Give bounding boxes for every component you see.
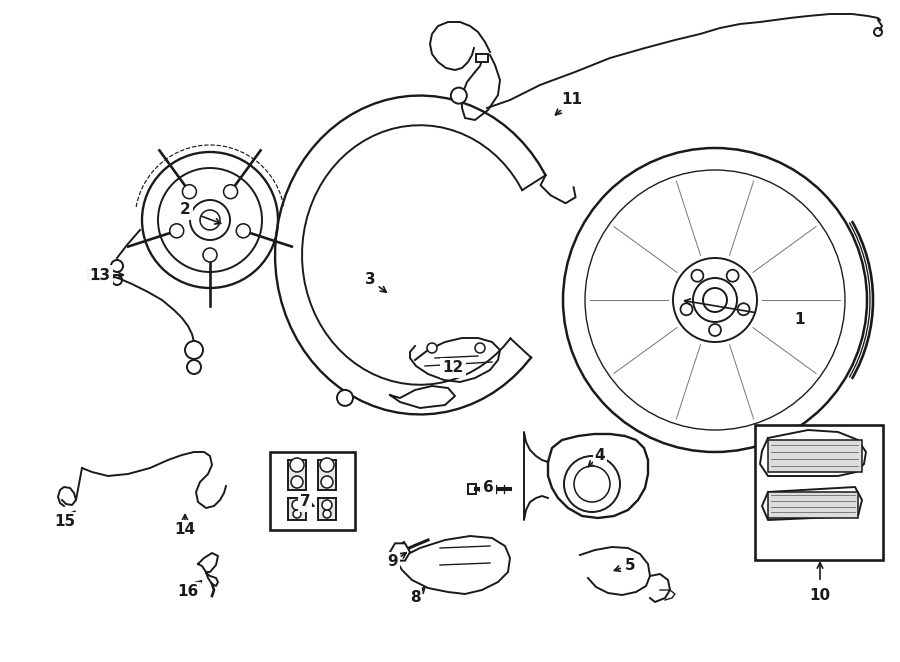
Text: 7: 7 <box>300 495 310 510</box>
Circle shape <box>223 185 238 199</box>
Text: 15: 15 <box>54 514 76 530</box>
Text: 14: 14 <box>175 522 195 538</box>
Circle shape <box>337 390 353 406</box>
Circle shape <box>680 303 692 315</box>
Circle shape <box>293 510 301 518</box>
Circle shape <box>564 456 620 512</box>
Bar <box>88 270 104 280</box>
Text: 11: 11 <box>562 93 582 107</box>
Circle shape <box>183 185 196 199</box>
Circle shape <box>427 343 437 353</box>
Circle shape <box>322 500 332 510</box>
Bar <box>288 460 306 490</box>
Text: 3: 3 <box>364 273 375 287</box>
Bar <box>476 54 488 62</box>
Bar <box>318 460 336 490</box>
Circle shape <box>321 476 333 488</box>
Text: 13: 13 <box>89 267 111 283</box>
Text: 4: 4 <box>595 448 606 463</box>
Circle shape <box>475 343 485 353</box>
Circle shape <box>112 275 122 285</box>
Text: 5: 5 <box>625 557 635 573</box>
Bar <box>768 440 862 472</box>
Circle shape <box>203 248 217 262</box>
Circle shape <box>703 288 727 312</box>
Text: 1: 1 <box>795 312 806 328</box>
Circle shape <box>451 87 467 104</box>
Bar <box>288 498 306 520</box>
Circle shape <box>320 458 334 472</box>
Circle shape <box>200 210 220 230</box>
Circle shape <box>737 303 750 315</box>
Text: 2: 2 <box>180 203 191 218</box>
Bar <box>270 452 355 530</box>
Text: 9: 9 <box>388 555 399 569</box>
Circle shape <box>290 458 304 472</box>
Circle shape <box>185 341 203 359</box>
Circle shape <box>291 476 303 488</box>
Bar <box>318 498 336 520</box>
Circle shape <box>187 360 201 374</box>
Circle shape <box>726 269 739 282</box>
Text: 8: 8 <box>410 591 420 606</box>
Text: 16: 16 <box>177 585 199 600</box>
Text: 10: 10 <box>809 587 831 602</box>
Text: 12: 12 <box>443 361 464 375</box>
Bar <box>768 492 858 518</box>
Circle shape <box>292 500 302 510</box>
Text: 6: 6 <box>482 481 493 495</box>
Circle shape <box>691 269 704 282</box>
Circle shape <box>709 324 721 336</box>
Bar <box>468 484 476 494</box>
Circle shape <box>170 224 184 238</box>
Circle shape <box>111 260 123 272</box>
Bar <box>755 425 883 560</box>
Circle shape <box>237 224 250 238</box>
Circle shape <box>323 510 331 518</box>
